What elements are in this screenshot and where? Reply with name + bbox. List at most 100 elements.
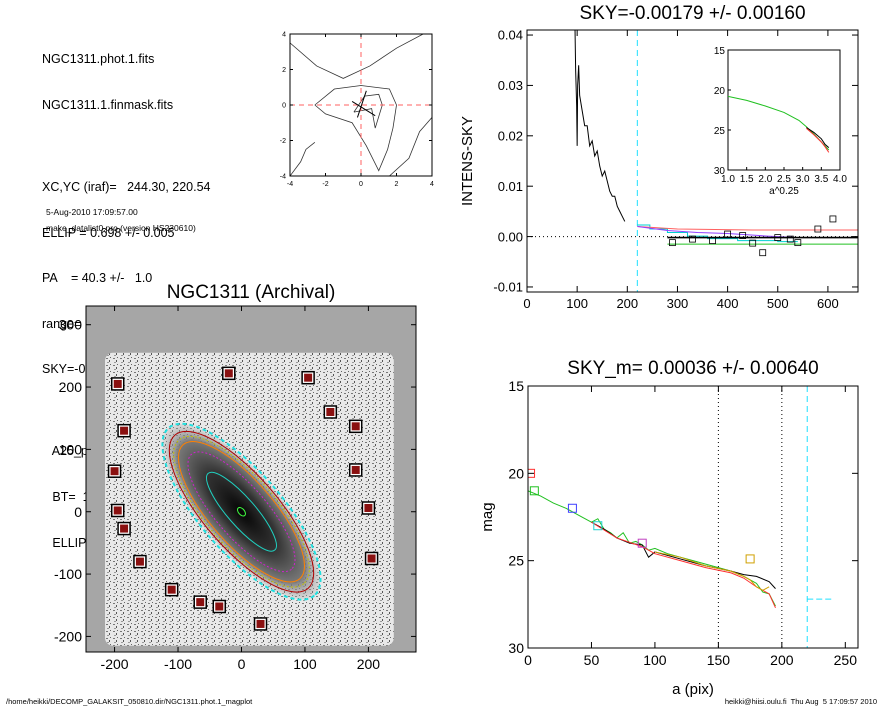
mag-frame bbox=[527, 385, 859, 649]
info-line: ELLIP = 0.698 +/- 0.005 bbox=[42, 225, 175, 240]
sky-x-tick-label: 400 bbox=[717, 296, 739, 311]
star-mask-core bbox=[120, 426, 129, 435]
image-y-tick-label: 0 bbox=[74, 504, 82, 520]
sky-square bbox=[774, 234, 782, 241]
star-mask-core bbox=[110, 467, 119, 476]
image-y-tick-label: 300 bbox=[59, 317, 83, 333]
inset-x-tick-label: 2.0 bbox=[758, 174, 772, 185]
sky-square bbox=[724, 230, 732, 238]
sky-title: SKY=-0.00179 +/- 0.00160 bbox=[579, 3, 805, 24]
sky-square bbox=[829, 215, 837, 223]
mag-square bbox=[528, 468, 536, 478]
sky-square bbox=[749, 239, 757, 247]
image-y-tick-label: -200 bbox=[54, 628, 82, 644]
footer-stamp: heikki@hiisi.oulu.fi Thu Aug 5 17:09:57 … bbox=[724, 697, 877, 706]
mag-square bbox=[529, 486, 539, 496]
contour-line bbox=[290, 141, 316, 176]
star-mask-core bbox=[113, 379, 122, 388]
mag-series bbox=[528, 386, 833, 648]
inset-x-tick-label: 1.5 bbox=[740, 174, 754, 185]
sky-square bbox=[739, 232, 747, 239]
sky-y-tick-label: 0.01 bbox=[498, 179, 523, 194]
sky-x-tick-label: 200 bbox=[616, 296, 638, 311]
star-mask-core bbox=[113, 506, 122, 515]
sky-square bbox=[709, 237, 716, 245]
sky-square bbox=[759, 249, 767, 257]
star-mask-core bbox=[256, 619, 265, 628]
mag-square bbox=[637, 538, 647, 548]
image-frame bbox=[85, 305, 417, 653]
image-x-tick-label: 200 bbox=[357, 656, 381, 672]
contour-y-tick-label: -4 bbox=[280, 174, 286, 181]
sky-series-line bbox=[637, 226, 858, 231]
sky-y-tick-label: 0.04 bbox=[498, 28, 523, 43]
contour-line bbox=[314, 85, 397, 172]
sky-x-tick-label: 300 bbox=[667, 296, 689, 311]
star-mask-core bbox=[304, 373, 313, 382]
mag-ylabel: mag bbox=[479, 502, 496, 531]
image-y-tick-label: 100 bbox=[59, 441, 83, 457]
mag-y-tick-label: 30 bbox=[508, 640, 524, 656]
sky-x-tick-label: 100 bbox=[566, 296, 588, 311]
contour-x-tick-label: 4 bbox=[430, 181, 434, 188]
mag-y-tick-label: 15 bbox=[508, 378, 524, 394]
contour-x-tick-label: -4 bbox=[287, 181, 293, 188]
image-x-tick-label: -200 bbox=[101, 656, 129, 672]
contour-y-tick-label: 4 bbox=[282, 32, 286, 39]
contour-y-tick-label: -2 bbox=[280, 138, 286, 145]
sky-square bbox=[794, 239, 802, 247]
mag-y-tick-label: 20 bbox=[508, 465, 524, 481]
isophote-ellipse bbox=[177, 441, 305, 583]
star-mask-core bbox=[167, 585, 176, 594]
star-mask-core bbox=[135, 557, 144, 566]
mag-x-tick-label: 250 bbox=[834, 652, 858, 668]
mag-x-tick-label: 50 bbox=[584, 652, 600, 668]
sky-y-tick-label: 0.00 bbox=[498, 229, 523, 244]
star-mask-core bbox=[326, 407, 335, 416]
sky-series-line bbox=[574, 30, 626, 222]
contour-x-tick-label: 0 bbox=[359, 181, 363, 188]
mag-title: SKY_m= 0.00036 +/- 0.00640 bbox=[567, 358, 818, 379]
mag-x-tick-label: 150 bbox=[707, 652, 731, 668]
sky-x-tick-label: 0 bbox=[523, 296, 530, 311]
inset-x-tick-label: 3.0 bbox=[796, 174, 810, 185]
sky-y-tick-label: 0.03 bbox=[498, 78, 523, 93]
inset-x-tick-label: 3.5 bbox=[814, 174, 828, 185]
star-mask-core bbox=[364, 503, 373, 512]
isophote-ellipse bbox=[173, 435, 310, 588]
inset-x-tick-label: 2.5 bbox=[777, 174, 791, 185]
star-mask-core bbox=[367, 554, 376, 563]
inset-y-tick-label: 30 bbox=[714, 166, 726, 177]
inset-series-line bbox=[806, 128, 830, 153]
inset-x-tick-label: 1.0 bbox=[721, 174, 735, 185]
contour-y-tick-label: 0 bbox=[282, 103, 286, 110]
mag-square bbox=[745, 554, 755, 564]
inset-series-line bbox=[806, 127, 830, 148]
footer-path: /home/heikki/DECOMP_GALAKSIT_050810.dir/… bbox=[6, 697, 253, 706]
sky-frame bbox=[526, 29, 859, 293]
isophote-ellipse bbox=[168, 430, 315, 593]
sky-y-tick-label: 0.02 bbox=[498, 128, 523, 143]
center-cross bbox=[351, 90, 376, 118]
contour-x-tick-label: -2 bbox=[322, 181, 328, 188]
program-line: make_datalist0.pro (version HS230610) bbox=[46, 223, 196, 233]
mag-y-tick-label: 25 bbox=[508, 553, 524, 569]
sky-x-tick-label: 600 bbox=[817, 296, 839, 311]
contour-x-tick-label: 2 bbox=[395, 181, 399, 188]
star-mask-core bbox=[351, 465, 360, 474]
info-line: NGC1311.1.finmask.fits bbox=[42, 98, 174, 113]
contour-line bbox=[389, 117, 432, 176]
image-layer bbox=[86, 306, 416, 652]
star-mask-core bbox=[224, 369, 233, 378]
sky-y-tick-label: -0.01 bbox=[493, 280, 523, 295]
sky-square bbox=[689, 235, 696, 243]
image-x-tick-label: 100 bbox=[293, 656, 317, 672]
contour-y-tick-label: 2 bbox=[282, 67, 286, 74]
info-line: NGC1311.phot.1.fits bbox=[42, 52, 155, 67]
center-marker bbox=[236, 506, 246, 517]
mag-xlabel: a (pix) bbox=[672, 681, 714, 698]
inset-x-tick-label: 4.0 bbox=[833, 174, 847, 185]
star-mask-core bbox=[215, 602, 224, 611]
mag-series-line bbox=[528, 490, 776, 607]
